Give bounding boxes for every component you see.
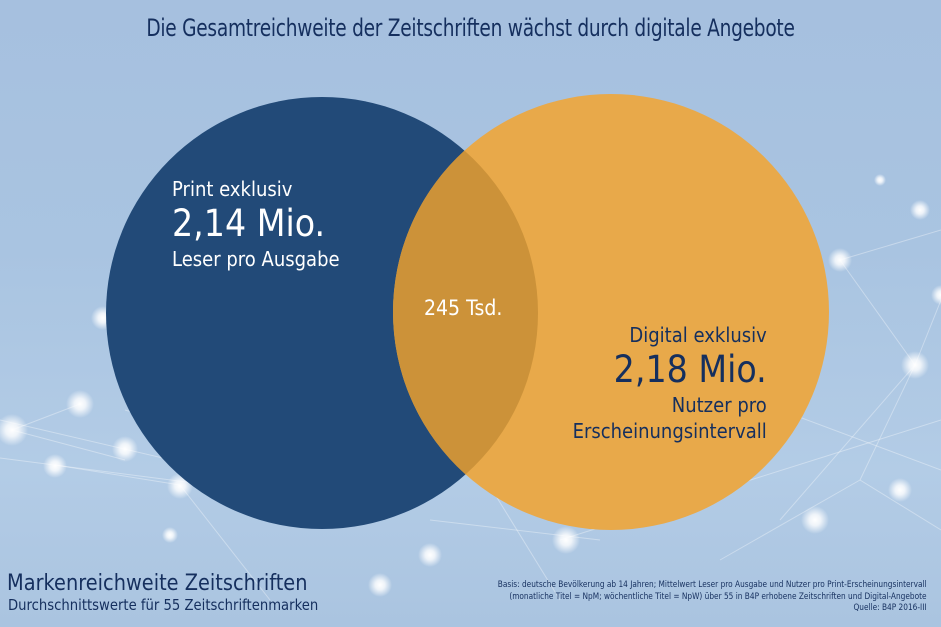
venn-overlap-region — [392, 150, 539, 475]
source-note-line: Basis: deutsche Bevölkerung ab 14 Jahren… — [498, 580, 927, 590]
digital-exclusive-unit-line-1: Nutzer pro — [671, 393, 767, 417]
source-note: Basis: deutsche Bevölkerung ab 14 Jahren… — [498, 580, 927, 615]
footer-title: Markenreichweite Zeitschriften — [7, 571, 308, 596]
source-note-line: (monatliche Titel = NpM; wöchentliche Ti… — [509, 591, 927, 602]
source-note-line: Quelle: B4P 2016-III — [853, 603, 927, 613]
digital-exclusive-unit-line-2: Erscheinungsintervall — [572, 419, 767, 443]
print-exclusive-value: 2,14 Mio. — [172, 202, 326, 245]
overlap-value: 245 Tsd. — [424, 296, 503, 320]
print-exclusive-label: Print exklusiv — [172, 177, 293, 201]
print-exclusive-unit: Leser pro Ausgabe — [172, 247, 340, 271]
chart-title: Die Gesamtreichweite der Zeitschriften w… — [146, 14, 795, 42]
digital-exclusive-value: 2,18 Mio. — [613, 348, 767, 391]
footer-subtitle: Durchschnittswerte für 55 Zeitschriftenm… — [8, 596, 319, 614]
print-exclusive-label-group: Print exklusiv 2,14 Mio. Leser pro Ausga… — [172, 176, 340, 272]
digital-exclusive-label-group: Digital exklusiv 2,18 Mio. Nutzer pro Er… — [573, 322, 767, 444]
digital-exclusive-label: Digital exklusiv — [629, 323, 767, 347]
